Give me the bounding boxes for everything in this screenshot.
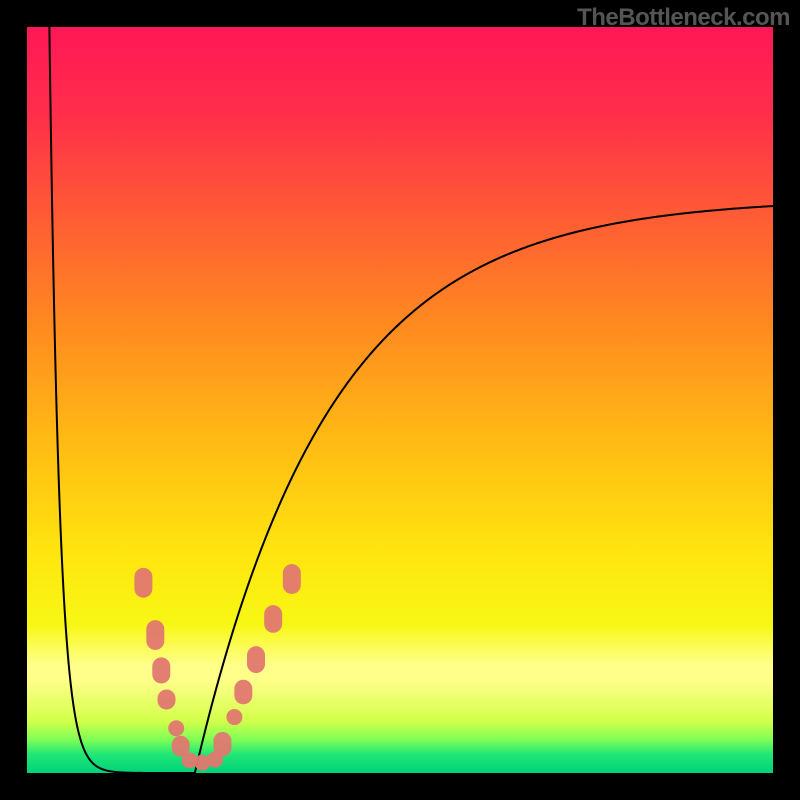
bottleneck-curve-plot — [27, 27, 773, 773]
data-marker — [226, 709, 242, 725]
gradient-background — [27, 27, 773, 773]
data-marker — [134, 568, 152, 598]
data-marker — [247, 646, 265, 673]
data-marker — [146, 620, 164, 650]
data-marker — [168, 720, 184, 736]
data-marker — [158, 689, 176, 709]
data-marker — [283, 564, 301, 594]
data-marker — [152, 657, 170, 683]
data-marker — [234, 680, 252, 705]
plot-svg — [27, 27, 773, 773]
data-marker — [213, 732, 231, 757]
chart-frame: TheBottleneck.com — [0, 0, 800, 800]
data-marker — [264, 605, 282, 633]
